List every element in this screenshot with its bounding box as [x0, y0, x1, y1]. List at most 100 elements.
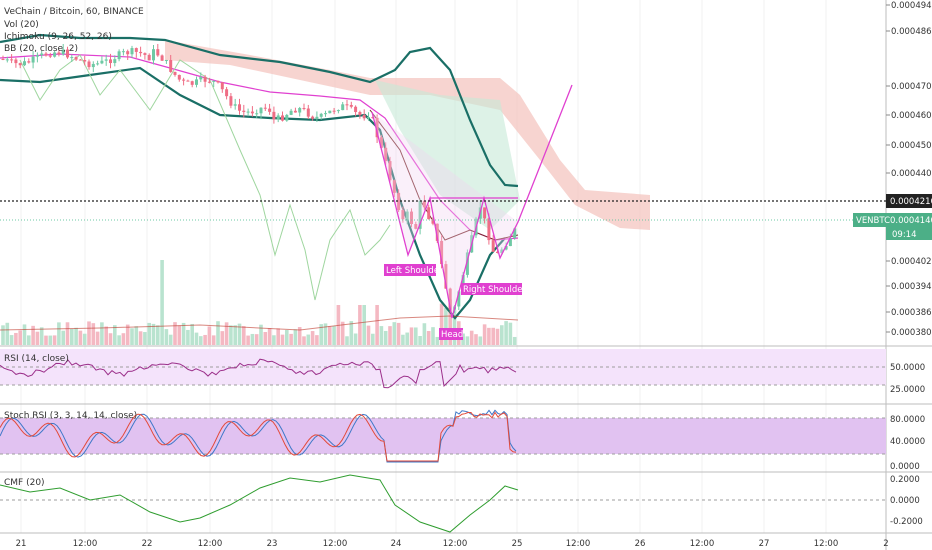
- candle-body: [117, 51, 121, 60]
- price-axis[interactable]: 0.00049400 0.00048600 0.00047000 0.00046000…: [886, 1, 932, 338]
- volume-bar: [181, 322, 186, 345]
- last-price: 0.00041464: [890, 216, 932, 226]
- time-tick-label: 12:00: [690, 539, 715, 549]
- candle-body: [203, 76, 207, 82]
- volume-bar: [491, 327, 495, 345]
- candle-body: [190, 81, 194, 85]
- volume-bar: [388, 326, 392, 345]
- candle-body: [160, 55, 164, 61]
- pattern-outline: [371, 84, 573, 319]
- volume-bar: [125, 324, 130, 345]
- volume-bar: [143, 332, 147, 345]
- time-axis[interactable]: 21 12:00 22 12:00 23 12:00 24 12:00 25 12:00 26 12:…: [16, 539, 889, 549]
- time-tick-label: 22: [142, 539, 153, 549]
- candle-body: [182, 79, 186, 81]
- candle-body: [483, 207, 487, 219]
- candle-body: [18, 63, 22, 66]
- volume-bar: [48, 335, 53, 345]
- candle-body: [216, 80, 220, 83]
- volume-bar: [310, 331, 315, 345]
- volume-bar: [435, 336, 440, 345]
- candle-body: [212, 80, 216, 82]
- candle-body: [78, 59, 82, 61]
- candle-body: [341, 104, 345, 111]
- time-tick-label: 23: [267, 539, 278, 549]
- candle-body: [40, 53, 44, 56]
- candle-body: [23, 61, 26, 66]
- volume-bar: [130, 328, 134, 345]
- price-tick-label: 0.00048600: [891, 27, 932, 37]
- candle-body: [306, 108, 310, 117]
- volume-bar: [138, 331, 143, 345]
- stoch-tick-0: 0.0000: [890, 462, 920, 472]
- volume-bar: [366, 325, 371, 345]
- volume-bar: [512, 336, 517, 345]
- candle-body: [375, 117, 379, 138]
- candle-body: [500, 249, 504, 253]
- volume-bar: [379, 326, 384, 345]
- time-tick-label: 21: [16, 539, 27, 549]
- volume-bar: [78, 330, 83, 345]
- candle-body: [427, 207, 431, 220]
- crosshair-price-tag: [886, 194, 932, 208]
- time-tick-label: 12:00: [443, 539, 468, 549]
- stoch-tick-40: 40.0000: [890, 437, 925, 447]
- volume-bar: [280, 334, 285, 345]
- candle-body: [504, 246, 508, 250]
- volume-bar: [108, 333, 113, 345]
- volume-bar: [474, 334, 478, 345]
- volume-bar: [207, 326, 212, 345]
- price-tick-label: 0.00049400: [891, 1, 932, 11]
- volume-ma: [0, 315, 519, 331]
- candle-body: [177, 74, 181, 80]
- candle-body: [139, 51, 143, 54]
- left-shoulder-tag: [384, 264, 436, 276]
- stoch-tick-80: 80.0000: [890, 415, 925, 425]
- candle-body: [164, 60, 168, 62]
- volume-bar: [465, 336, 470, 345]
- candle-body: [285, 114, 289, 121]
- volume-bar: [340, 321, 345, 345]
- volume-bar: [332, 326, 336, 345]
- candle-body: [186, 80, 190, 82]
- volume-bar: [267, 328, 272, 345]
- price-tick-label: 0.00039400: [891, 282, 932, 292]
- cmf-tick-0: 0.0000: [890, 496, 920, 506]
- candle-body: [14, 59, 18, 64]
- candle-body: [143, 53, 147, 55]
- time-tick-label: 12:00: [73, 539, 98, 549]
- candle-body: [207, 81, 211, 83]
- cmf-line: [0, 474, 519, 533]
- volume-bar: [134, 326, 139, 345]
- volume-bar: [444, 307, 448, 345]
- candle-body: [53, 52, 57, 57]
- price-tick-label: 0.00044000: [891, 169, 932, 179]
- ichimoku-label: Ichimoku (9, 26, 52, 26): [4, 32, 112, 42]
- volume-bar: [173, 322, 177, 345]
- volume-bar: [426, 331, 431, 345]
- candle-body: [233, 104, 237, 106]
- candle-body: [57, 52, 61, 55]
- volume-bar: [289, 333, 293, 345]
- cmf-tick-m02: -0.2000: [890, 517, 923, 527]
- candle-body: [238, 104, 241, 111]
- volume-bar: [478, 336, 483, 345]
- head-tag: [439, 328, 463, 340]
- candle-body: [332, 110, 336, 112]
- candle-body: [246, 111, 250, 113]
- candle-body: [121, 51, 125, 53]
- volume-bar: [259, 324, 263, 345]
- volume-bar: [401, 334, 405, 345]
- volume-bar: [306, 334, 311, 345]
- candle-body: [10, 59, 14, 61]
- candle-body: [27, 61, 31, 63]
- volume-bar: [323, 323, 328, 345]
- volume-bar: [216, 321, 220, 345]
- time-tick-label: 12:00: [566, 539, 591, 549]
- volume-bar: [95, 331, 100, 345]
- head-label: Head: [441, 330, 463, 340]
- ichimoku-lagging: [19, 54, 391, 301]
- candle-body: [418, 200, 422, 229]
- candle-body: [276, 115, 280, 120]
